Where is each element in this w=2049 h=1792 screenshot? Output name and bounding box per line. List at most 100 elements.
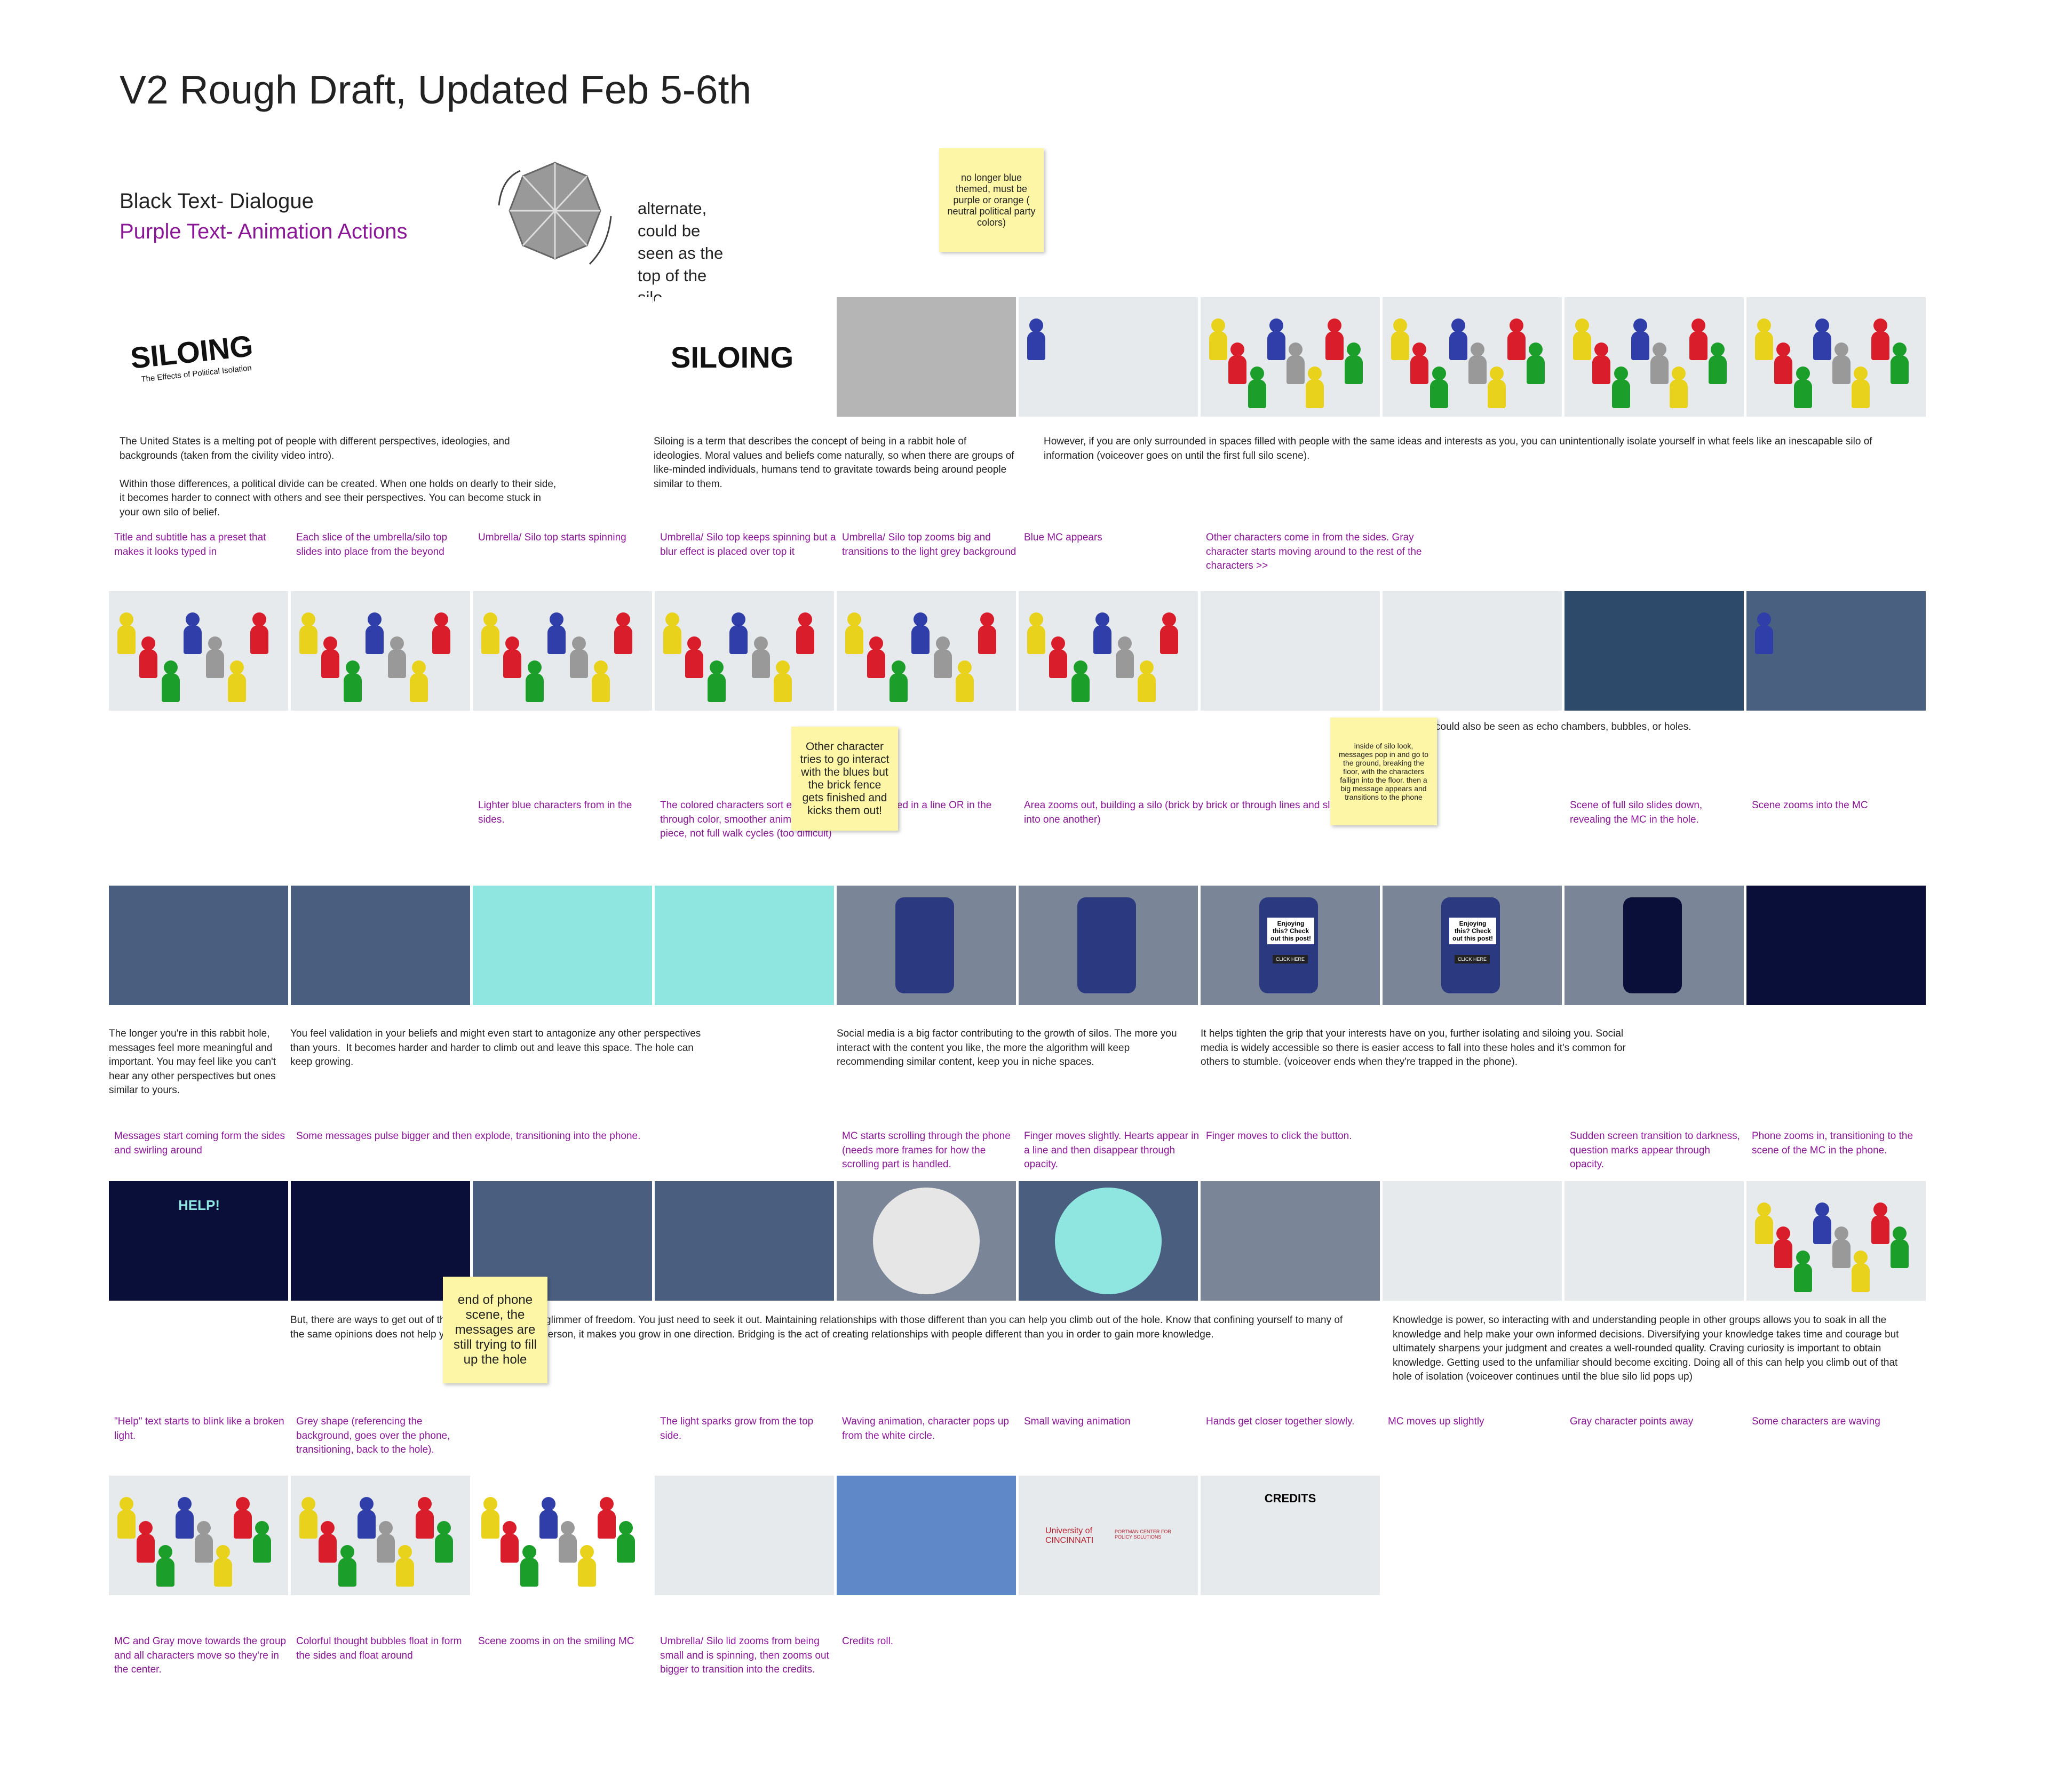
character-head	[252, 612, 266, 626]
character-body	[1071, 673, 1090, 702]
umbrella-note: alternate, could be seen as the top of t…	[638, 199, 724, 307]
character-body	[205, 649, 224, 678]
animation-caption: Grey shape (referencing the background, …	[296, 1416, 450, 1456]
character-head	[1117, 636, 1132, 650]
character-head	[580, 1545, 594, 1559]
character-body	[117, 1510, 136, 1539]
character-body	[707, 673, 726, 702]
phone	[1077, 897, 1136, 993]
character-body	[1631, 331, 1649, 360]
phone	[1623, 897, 1682, 993]
character-body	[250, 625, 268, 654]
character-body	[933, 649, 952, 678]
character-body	[569, 649, 588, 678]
character-body	[1228, 355, 1247, 384]
storyboard-frame: Enjoying this? Check out this post! CLICK…	[1201, 886, 1380, 1005]
character-body	[1670, 379, 1688, 408]
character-body	[195, 1534, 213, 1563]
storyboard-frame	[1019, 1181, 1198, 1301]
logo-text: University of CINCINNATI	[1045, 1526, 1094, 1545]
storyboard-frame	[109, 591, 288, 711]
character-head	[1140, 660, 1154, 674]
character-head	[186, 612, 200, 626]
character-body	[1852, 379, 1870, 408]
help-text: HELP!	[178, 1197, 220, 1213]
character-body	[1793, 1263, 1812, 1292]
character-head	[417, 1497, 432, 1511]
character-body	[597, 1510, 616, 1539]
character-head	[1471, 343, 1484, 356]
animation-caption: Other characters come in from the sides.…	[1206, 532, 1422, 572]
character-head	[1393, 318, 1407, 332]
storyboard-frame	[1564, 886, 1744, 1005]
dialogue-text: But, there are ways to get out of this h…	[290, 1315, 1346, 1340]
character-body	[796, 625, 814, 654]
character-head	[935, 636, 950, 650]
character-body	[616, 1534, 635, 1563]
character-head	[869, 636, 884, 650]
character-body	[503, 649, 522, 678]
character-head	[1815, 318, 1829, 332]
character-head	[345, 660, 360, 674]
character-body	[1344, 355, 1363, 384]
phone	[895, 897, 954, 993]
character-body	[729, 625, 748, 654]
character-head	[1051, 636, 1066, 650]
animation-caption: Umbrella/ Silo top keeps spinning but a …	[660, 532, 836, 557]
character-body	[956, 673, 974, 702]
character-body	[357, 1510, 376, 1539]
animation-caption: "Help" text starts to blink like a broke…	[114, 1416, 284, 1441]
character-body	[547, 625, 566, 654]
light-circle	[873, 1188, 980, 1294]
character-body	[1209, 331, 1227, 360]
animation-caption: Hands get closer together slowly.	[1206, 1416, 1355, 1427]
character-body	[751, 649, 770, 678]
character-body	[1852, 1263, 1870, 1292]
character-body	[1468, 355, 1487, 384]
character-head	[1757, 612, 1771, 626]
character-head	[527, 660, 542, 674]
storyboard-frame	[1746, 886, 1926, 1005]
character-head	[594, 660, 608, 674]
character-head	[1211, 318, 1225, 332]
character-head	[1269, 318, 1283, 332]
character-head	[321, 1521, 335, 1535]
storyboard-frame	[109, 886, 288, 1005]
character-body	[1832, 355, 1851, 384]
sticky-note: end of phone scene, the messages are sti…	[443, 1277, 547, 1383]
character-body	[184, 625, 202, 654]
character-head	[776, 660, 790, 674]
character-body	[559, 1534, 577, 1563]
character-head	[139, 1521, 153, 1535]
character-head	[1289, 343, 1303, 356]
character-body	[774, 673, 792, 702]
character-head	[958, 660, 972, 674]
post-text: Enjoying this? Check out this post!	[1267, 918, 1314, 944]
animation-caption: Title and subtitle has a preset that mak…	[114, 532, 266, 557]
character-body	[1267, 331, 1285, 360]
character-head	[255, 1521, 269, 1535]
character-body	[1890, 1239, 1909, 1268]
animation-caption: Some characters are waving	[1752, 1416, 1880, 1427]
character-body	[366, 625, 384, 654]
character-body	[1306, 379, 1324, 408]
character-body	[410, 673, 428, 702]
character-head	[1509, 318, 1523, 332]
character-head	[1412, 343, 1427, 356]
storyboard-frame: Enjoying this? Check out this post! CLICK…	[1383, 886, 1562, 1005]
umbrella-alternate	[498, 162, 612, 265]
animation-caption: Umbrella/ Silo top zooms big and transit…	[842, 532, 1016, 557]
character-head	[798, 612, 812, 626]
title-card: SILOING	[671, 340, 794, 374]
character-body	[1286, 355, 1305, 384]
character-head	[1451, 318, 1465, 332]
character-body	[214, 1558, 233, 1587]
character-head	[1490, 367, 1504, 380]
dialogue-text: The longer you're in this rabbit hole, m…	[109, 1028, 279, 1096]
storyboard-frame	[655, 1181, 834, 1301]
animation-caption: Sudden screen transition to darkness, qu…	[1570, 1130, 1740, 1170]
dialogue-text: It helps tighten the grip that your inte…	[1201, 1028, 1629, 1068]
animation-caption: The light sparks grow from the top side.	[660, 1416, 814, 1441]
character-head	[398, 1545, 412, 1559]
